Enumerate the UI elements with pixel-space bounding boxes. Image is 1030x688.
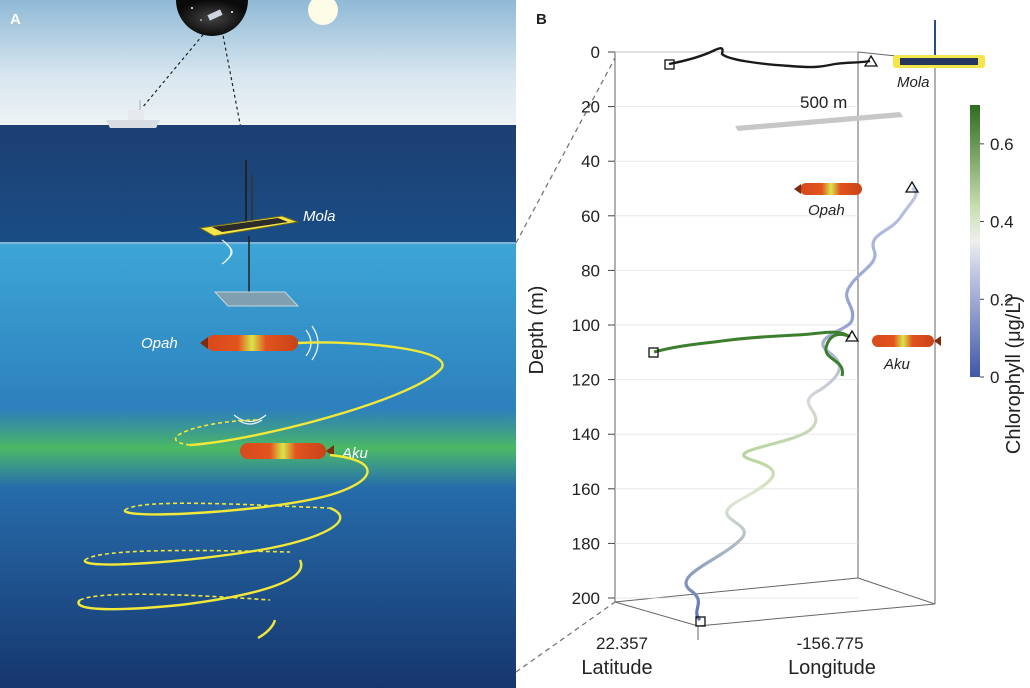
scale-bar-label: 500 m xyxy=(800,93,847,112)
panel-letter-b: B xyxy=(536,11,547,28)
colorbar xyxy=(970,105,980,377)
mola-vehicle-illustration xyxy=(198,160,300,237)
z-tick-label: -156.775 xyxy=(796,634,863,653)
colorbar-tick-label: 0 xyxy=(990,368,999,387)
aku-track xyxy=(653,330,851,377)
depth-tick-labels: 0 20 40 60 80 100 120 140 160 180 200 xyxy=(572,43,615,608)
y-axis-title: Depth (m) xyxy=(526,286,548,375)
opah-plot-icon xyxy=(794,183,862,195)
colorbar-tick-label: 0.4 xyxy=(990,213,1014,232)
colorbar-tick-label: 0.2 xyxy=(990,290,1014,309)
depth-tick-label: 40 xyxy=(581,152,600,171)
depth-tick-label: 80 xyxy=(581,261,600,280)
panel-b-plot: B 0 20 40 60 80 100 120 140 160 180 200 xyxy=(526,11,1025,679)
panel-a-illustration: Mola Opah Aku xyxy=(0,0,616,688)
mola-plot-icon xyxy=(893,20,985,68)
zoom-line-top xyxy=(515,57,616,244)
depth-tick-label: 60 xyxy=(581,207,600,226)
opah-start-marker xyxy=(695,616,706,627)
aku-vehicle-illustration xyxy=(240,443,334,459)
depth-tick-label: 20 xyxy=(581,98,600,117)
sub-wing xyxy=(213,291,300,307)
depth-tick-label: 100 xyxy=(572,316,600,335)
x-tick-label: 22.357 xyxy=(596,634,648,653)
panel-letter-a: A xyxy=(10,11,21,28)
label-opah: Opah xyxy=(141,335,178,352)
scale-bar xyxy=(735,112,903,131)
aku-end-marker xyxy=(844,329,860,342)
depth-tick-label: 0 xyxy=(591,43,600,62)
depth-tick-label: 120 xyxy=(572,371,600,390)
depth-tick-label: 160 xyxy=(572,480,600,499)
satellite-icon xyxy=(176,0,248,36)
depth-tick-label: 200 xyxy=(572,589,600,608)
plot-label-mola: Mola xyxy=(897,74,930,91)
depth-gridlines xyxy=(615,51,858,599)
label-mola: Mola xyxy=(303,208,336,225)
ship-icon xyxy=(106,100,160,128)
colorbar-tick-label: 0.6 xyxy=(990,135,1014,154)
aku-plot-icon xyxy=(872,335,941,347)
colorbar-ticks: 0 0.2 0.4 0.6 xyxy=(980,135,1014,387)
mola-end-marker xyxy=(863,54,879,67)
aku-start-marker xyxy=(648,347,659,358)
mola-start-marker xyxy=(664,59,675,70)
depth-tick-label: 140 xyxy=(572,425,600,444)
plot-label-aku: Aku xyxy=(883,356,911,373)
opah-end-marker xyxy=(904,180,920,193)
opah-spiral-trajectory xyxy=(77,341,444,640)
sky xyxy=(0,0,516,125)
x-axis-title: Latitude xyxy=(581,657,652,679)
sun-icon xyxy=(308,0,338,25)
zoom-line-bottom xyxy=(515,601,616,673)
plot-label-opah: Opah xyxy=(808,202,845,219)
depth-tick-label: 180 xyxy=(572,534,600,553)
link-ship xyxy=(141,29,208,109)
opah-track xyxy=(684,186,918,622)
colorbar-title: Chlorophyll (μg/L) xyxy=(1003,296,1025,454)
opah-vehicle-illustration xyxy=(200,335,298,351)
mola-track xyxy=(668,47,871,69)
z-axis-title: Longitude xyxy=(788,657,876,679)
